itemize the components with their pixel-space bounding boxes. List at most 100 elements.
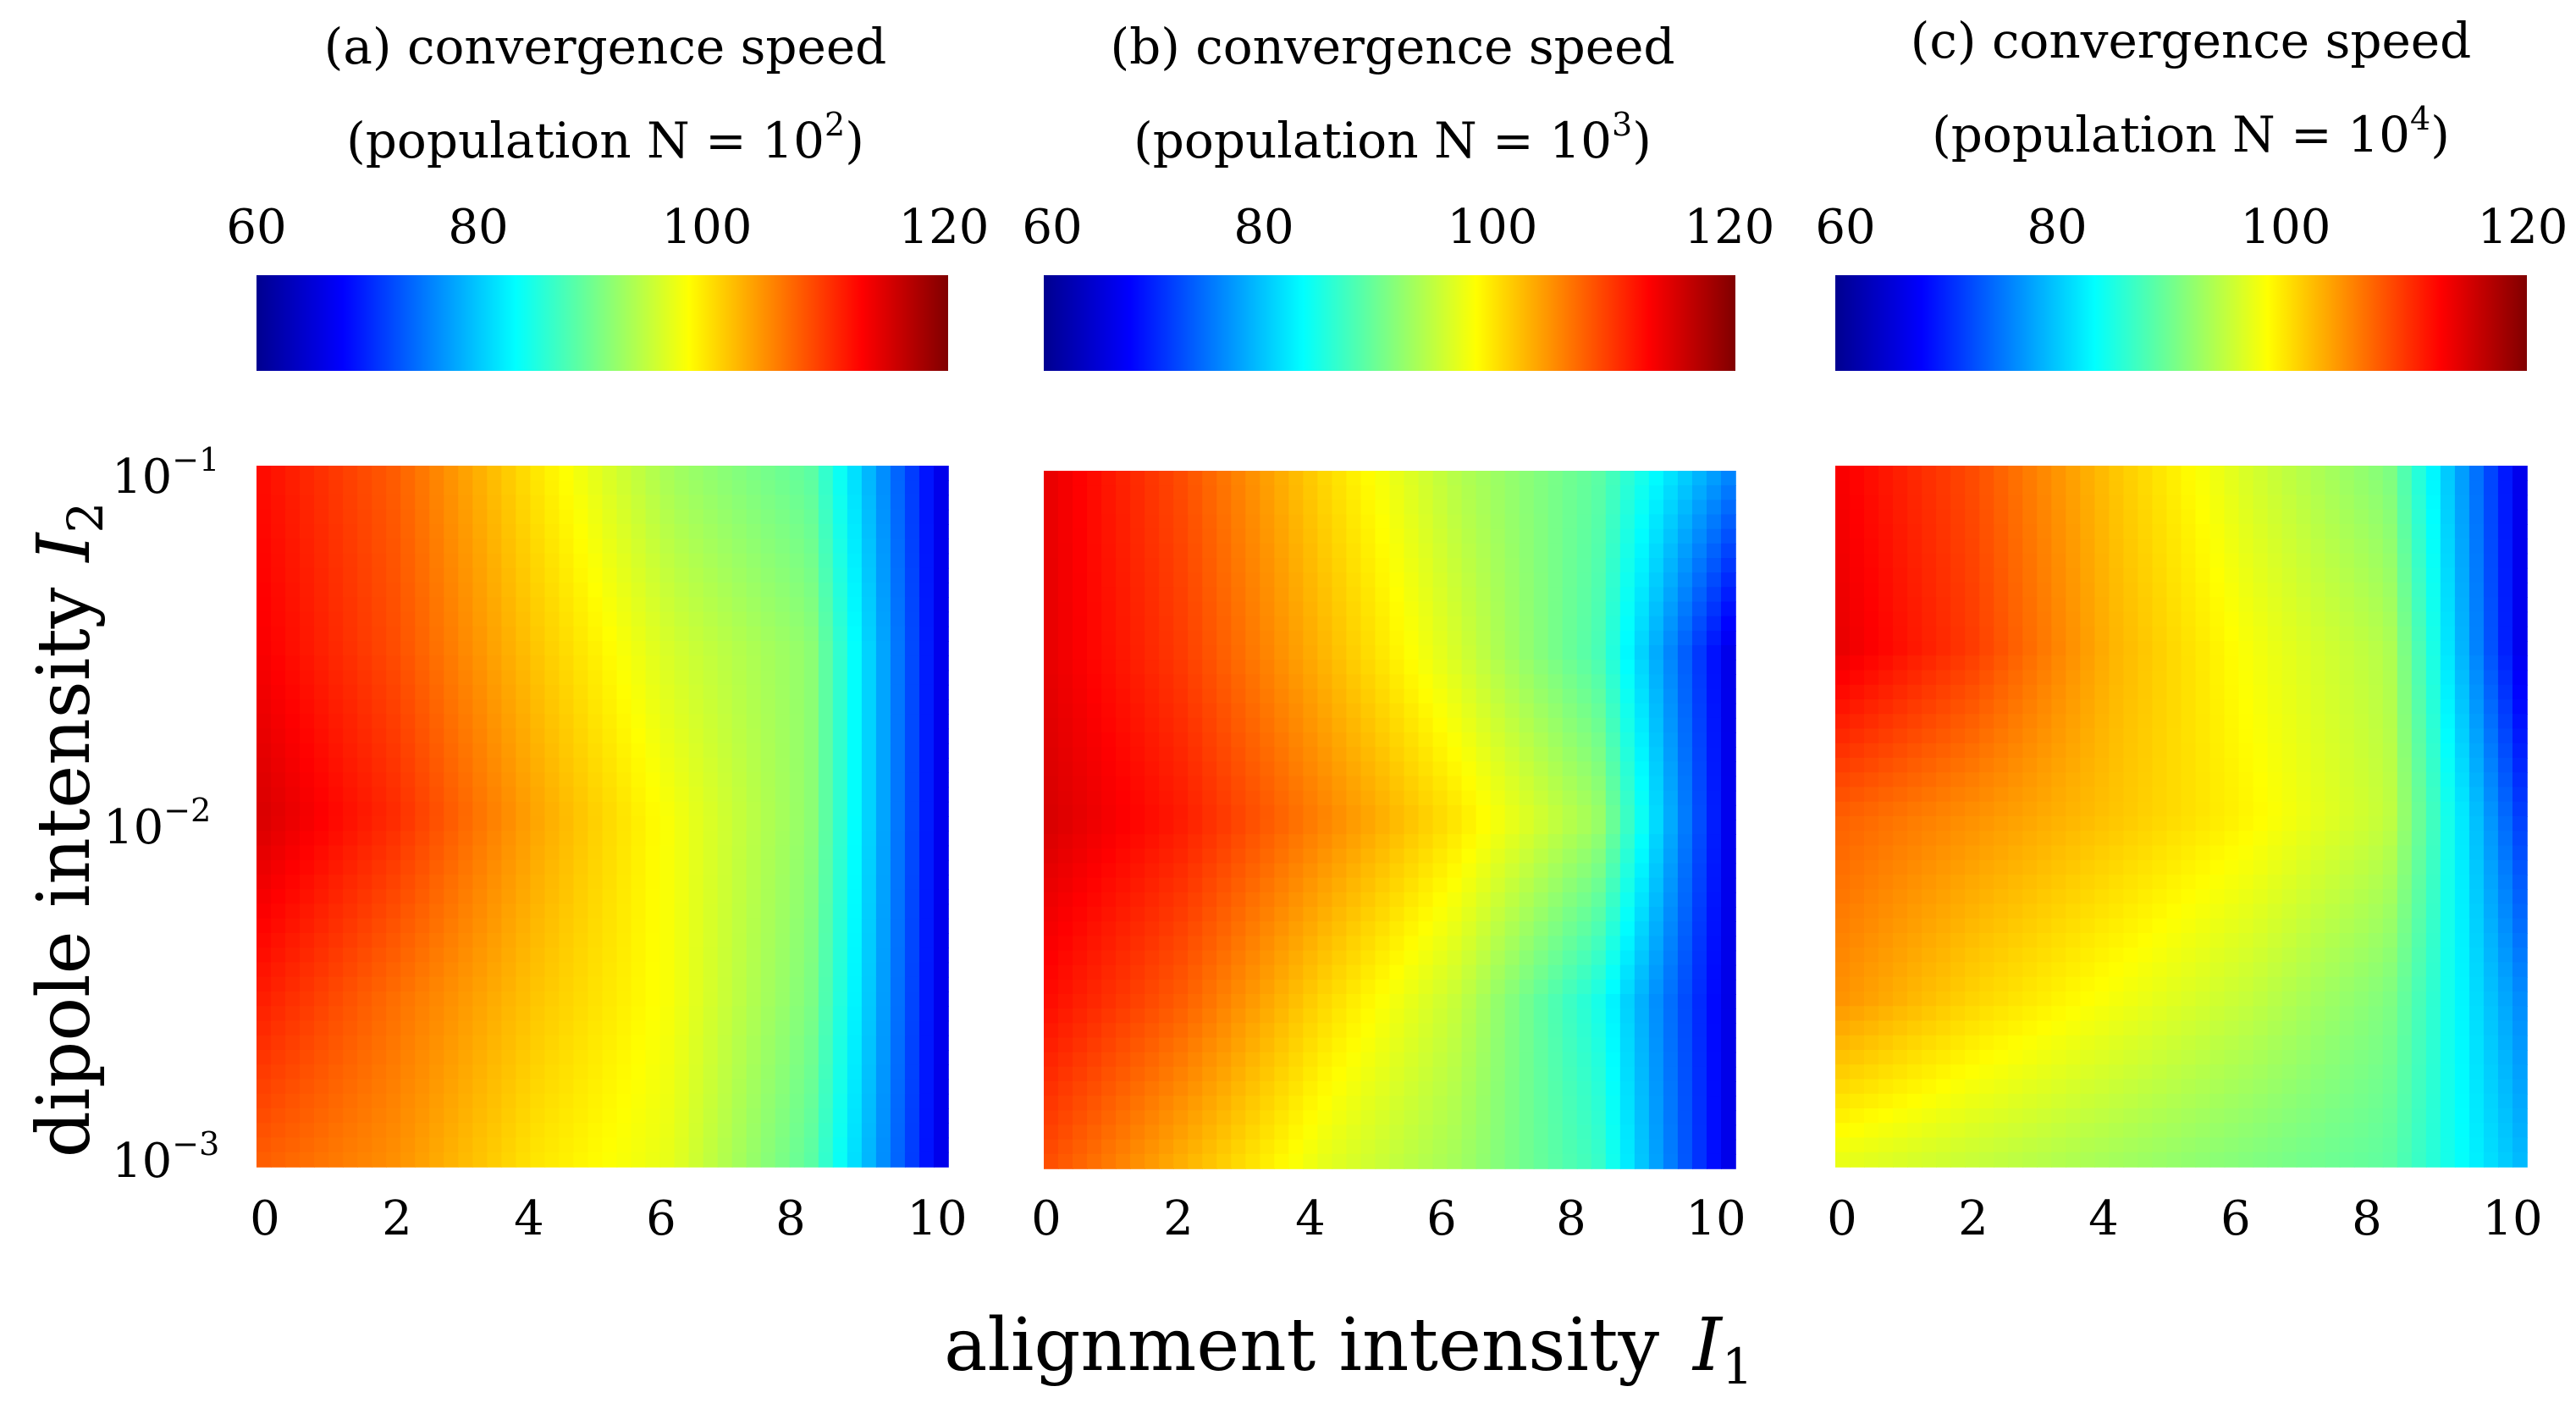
heatmap-cell <box>1547 528 1564 544</box>
heatmap-cell <box>875 889 891 905</box>
colorbar-b-tick-80: 80 <box>1233 200 1294 255</box>
heatmap-cell <box>1216 964 1233 980</box>
heatmap-cell <box>501 889 517 905</box>
heatmap-cell <box>1562 1096 1578 1112</box>
heatmap-cell <box>372 553 387 569</box>
heatmap-cell <box>1116 732 1131 748</box>
heatmap-cell <box>1691 936 1707 952</box>
heatmap-cell <box>1044 688 1059 704</box>
heatmap-cell <box>1303 1008 1319 1025</box>
heatmap-cell <box>372 684 387 700</box>
heatmap-cell <box>1936 524 1951 540</box>
heatmap-cell <box>933 494 949 511</box>
heatmap-cell <box>918 903 935 920</box>
heatmap-cell <box>1375 616 1391 632</box>
heatmap-cell <box>746 816 762 832</box>
heatmap-cell <box>918 611 935 627</box>
heatmap-cell <box>472 728 488 744</box>
heatmap-cell <box>1274 1124 1290 1141</box>
heatmap-cell <box>746 1137 762 1153</box>
heatmap-cell <box>587 1079 604 1095</box>
heatmap-cell <box>386 509 402 525</box>
heatmap-cell <box>1663 616 1679 632</box>
heatmap-cell <box>444 684 460 700</box>
heatmap-cell <box>1677 892 1693 908</box>
heatmap-cell <box>1706 703 1722 719</box>
heatmap-cell <box>271 831 286 847</box>
heatmap-cell <box>1101 587 1117 603</box>
heatmap-cell <box>1260 892 1276 908</box>
heatmap-cell <box>1835 494 1851 511</box>
heatmap-cell <box>1720 950 1736 966</box>
heatmap-cell <box>1504 572 1520 588</box>
heatmap-cell <box>1332 732 1348 748</box>
heatmap-cell <box>789 918 805 934</box>
heatmap-cell <box>1058 863 1073 879</box>
heatmap-cell <box>372 1050 387 1066</box>
heatmap-cell <box>918 831 935 847</box>
heatmap-cell <box>328 903 344 920</box>
heatmap-cell <box>933 758 949 774</box>
heatmap-cell <box>1058 514 1073 530</box>
heatmap-cell <box>559 1152 575 1168</box>
heatmap-cell <box>1677 558 1693 573</box>
heatmap-cell <box>602 539 618 555</box>
heatmap-cell <box>1720 907 1736 922</box>
heatmap-cell <box>861 583 877 599</box>
heatmap-cell <box>559 845 575 861</box>
heatmap-cell <box>1346 500 1362 516</box>
heatmap-cell <box>1044 732 1059 748</box>
heatmap-cell <box>1346 1037 1362 1053</box>
heatmap-cell <box>1720 820 1736 835</box>
heatmap-cell <box>1547 776 1564 792</box>
heatmap-cell <box>1044 1124 1059 1141</box>
heatmap-cell <box>386 597 402 613</box>
heatmap-cell <box>1591 921 1607 937</box>
heatmap-cell <box>2512 480 2528 496</box>
heatmap-cell <box>918 1050 935 1066</box>
heatmap-cell <box>487 889 503 905</box>
heatmap-cell <box>659 918 676 934</box>
heatmap-cell <box>645 524 661 540</box>
heatmap-cell <box>659 597 676 613</box>
heatmap-cell <box>2368 539 2384 555</box>
heatmap-cell <box>357 597 372 613</box>
heatmap-cell <box>1504 921 1520 937</box>
heatmap-cell <box>847 480 863 496</box>
heatmap-cell <box>1706 630 1722 646</box>
heatmap-cell <box>1058 892 1073 908</box>
heatmap-cell <box>386 772 402 788</box>
heatmap-cell <box>2397 480 2413 496</box>
heatmap-cell <box>1260 660 1276 676</box>
heatmap-cell <box>2152 494 2168 511</box>
heatmap-cell <box>1432 907 1448 922</box>
heatmap-cell <box>343 1108 358 1124</box>
heatmap-cell <box>1720 936 1736 952</box>
heatmap-cell <box>1231 979 1247 995</box>
heatmap-cell <box>1619 660 1636 676</box>
heatmap-cell <box>1619 979 1636 995</box>
heatmap-cell <box>285 583 301 599</box>
heatmap-cell <box>803 918 819 934</box>
heatmap-cell <box>803 670 819 686</box>
heatmap-cell <box>674 567 690 583</box>
heatmap-cell <box>559 1123 575 1139</box>
heatmap-cell <box>2353 466 2369 482</box>
heatmap-cell <box>1490 1023 1506 1039</box>
heatmap-cell <box>1375 848 1391 864</box>
heatmap-cell <box>587 524 604 540</box>
heatmap-cell <box>1188 587 1204 603</box>
heatmap-cell <box>458 611 474 627</box>
heatmap-cell <box>1101 674 1117 690</box>
heatmap-cell <box>1332 936 1348 952</box>
heatmap-cell <box>1547 761 1564 777</box>
heatmap-cell <box>1044 674 1059 690</box>
heatmap-cell <box>429 962 445 978</box>
heatmap-cell <box>1605 979 1621 995</box>
heatmap-cell <box>1145 1110 1160 1126</box>
heatmap-cell <box>2483 494 2499 511</box>
heatmap-cell <box>1476 572 1492 588</box>
heatmap-cell <box>314 831 329 847</box>
heatmap-cell <box>2339 539 2355 555</box>
heatmap-cell <box>1663 820 1679 835</box>
